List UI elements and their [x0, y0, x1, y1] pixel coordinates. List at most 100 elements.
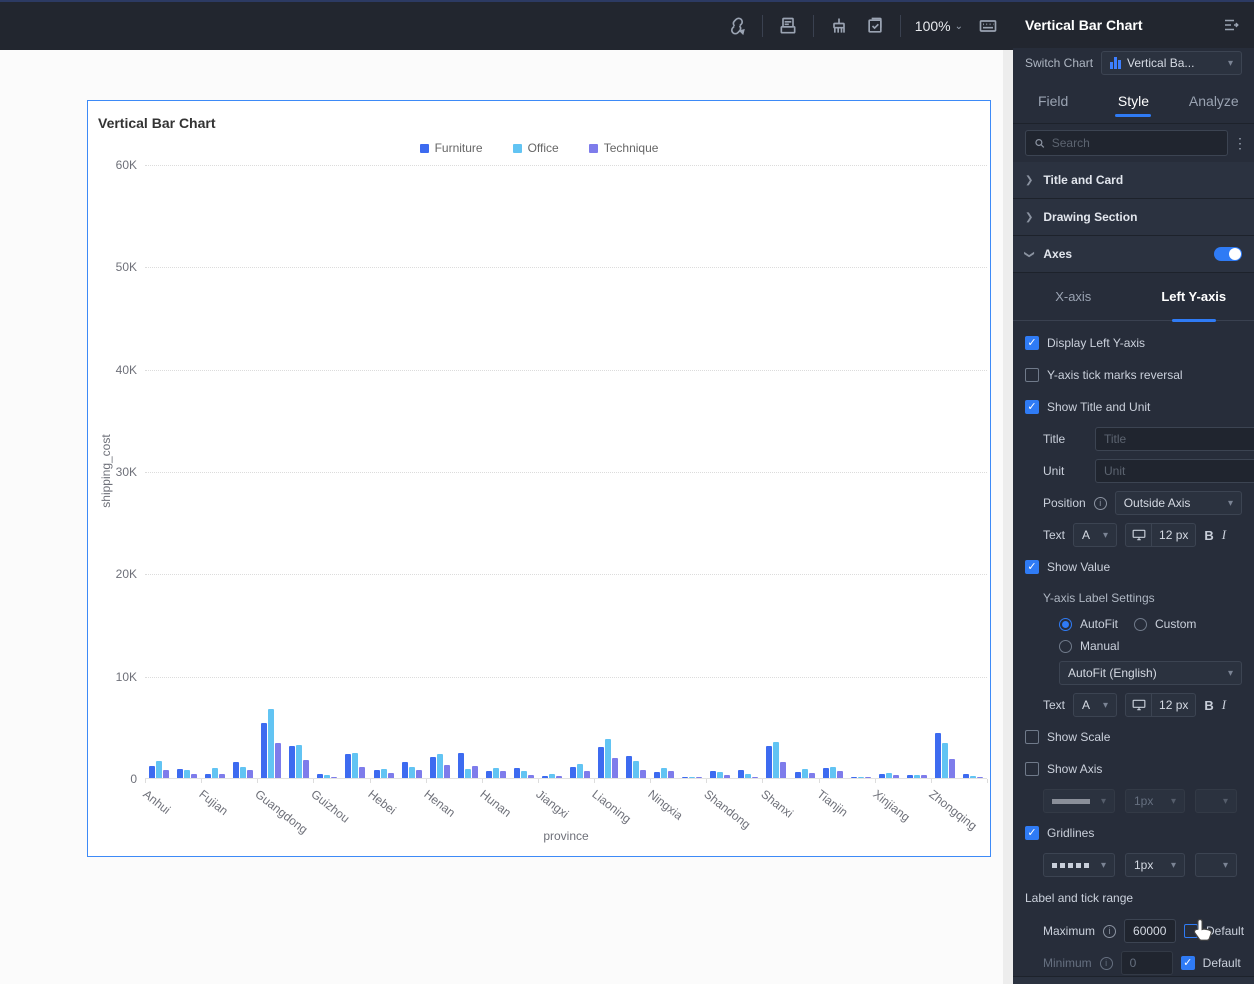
- bar-office[interactable]: [633, 761, 640, 778]
- font-color-dropdown[interactable]: A ▾: [1073, 523, 1118, 547]
- bar-technique[interactable]: [612, 757, 619, 778]
- bar-technique[interactable]: [948, 758, 955, 778]
- bar-technique[interactable]: [443, 765, 450, 778]
- bar-technique[interactable]: [471, 765, 478, 778]
- bar-technique[interactable]: [303, 759, 310, 778]
- bar-technique[interactable]: [415, 770, 422, 778]
- bar-furniture[interactable]: [822, 767, 829, 778]
- bold-button[interactable]: B: [1204, 697, 1214, 713]
- switch-chart-dropdown[interactable]: Vertical Ba... ▾: [1101, 51, 1242, 75]
- maximum-default-checkbox-unchecked[interactable]: [1184, 924, 1199, 938]
- bar-furniture[interactable]: [934, 732, 941, 778]
- bar-furniture[interactable]: [401, 761, 408, 778]
- font-size-control[interactable]: 12 px: [1125, 523, 1197, 547]
- bar-office[interactable]: [661, 767, 668, 778]
- bar-furniture[interactable]: [766, 746, 773, 778]
- minimum-default-checkbox-checked[interactable]: ✓: [1180, 956, 1195, 970]
- tab-x-axis[interactable]: X-axis: [1055, 289, 1092, 304]
- bar-technique[interactable]: [892, 774, 899, 778]
- bar-furniture[interactable]: [906, 775, 913, 778]
- manual-radio[interactable]: [1059, 639, 1072, 653]
- bar-technique[interactable]: [191, 774, 198, 778]
- bar-office[interactable]: [492, 767, 499, 778]
- link-icon[interactable]: [726, 15, 748, 37]
- bar-technique[interactable]: [864, 776, 871, 778]
- bar-furniture[interactable]: [457, 753, 464, 778]
- font-size-control[interactable]: 12 px: [1125, 693, 1197, 717]
- bar-furniture[interactable]: [654, 771, 661, 778]
- bar-technique[interactable]: [668, 770, 675, 778]
- gridline-color-dropdown[interactable]: ▾: [1195, 853, 1237, 877]
- bar-office[interactable]: [464, 769, 471, 778]
- gridline-style-dropdown[interactable]: ▾: [1043, 853, 1115, 877]
- bar-technique[interactable]: [163, 769, 169, 778]
- bar-office[interactable]: [689, 776, 696, 778]
- show-axis-checkbox-unchecked[interactable]: [1025, 762, 1039, 776]
- bar-office[interactable]: [717, 771, 724, 778]
- display-left-y-checkbox-checked[interactable]: ✓: [1025, 336, 1039, 350]
- bar-technique[interactable]: [387, 772, 394, 778]
- bar-furniture[interactable]: [850, 776, 857, 778]
- chart-card[interactable]: Vertical Bar Chart Furniture Office Techni…: [87, 100, 991, 857]
- bar-furniture[interactable]: [570, 767, 576, 778]
- bar-furniture[interactable]: [485, 771, 492, 778]
- gridline-width-dropdown[interactable]: 1px ▾: [1125, 853, 1185, 877]
- more-options-icon[interactable]: ⋮: [1233, 134, 1247, 151]
- italic-button[interactable]: I: [1221, 697, 1227, 712]
- bar-office[interactable]: [801, 768, 808, 778]
- bar-furniture[interactable]: [317, 774, 324, 778]
- minimum-input-disabled[interactable]: [1120, 951, 1173, 975]
- bar-office[interactable]: [352, 753, 359, 778]
- position-dropdown[interactable]: Outside Axis ▾: [1114, 491, 1242, 515]
- bar-furniture[interactable]: [149, 765, 155, 778]
- bar-office[interactable]: [548, 774, 555, 778]
- bar-furniture[interactable]: [626, 756, 633, 778]
- bar-office[interactable]: [857, 776, 864, 778]
- axis-line-color-dropdown-disabled[interactable]: ▾: [1195, 789, 1237, 813]
- bar-office[interactable]: [745, 774, 752, 778]
- bar-technique[interactable]: [920, 775, 927, 778]
- bar-furniture[interactable]: [373, 769, 380, 778]
- bar-office[interactable]: [156, 760, 162, 778]
- bar-office[interactable]: [829, 767, 836, 778]
- bar-furniture[interactable]: [205, 774, 212, 778]
- unit-input[interactable]: [1095, 459, 1254, 483]
- bar-office[interactable]: [773, 741, 780, 778]
- font-color-dropdown[interactable]: A ▾: [1073, 693, 1118, 717]
- bar-furniture[interactable]: [289, 746, 296, 778]
- bar-furniture[interactable]: [710, 770, 717, 778]
- bar-office[interactable]: [885, 772, 892, 778]
- gridlines-checkbox-checked[interactable]: ✓: [1025, 826, 1039, 840]
- bar-office[interactable]: [436, 754, 443, 778]
- bar-office[interactable]: [184, 770, 191, 778]
- bar-technique[interactable]: [836, 771, 843, 778]
- keyboard-icon[interactable]: [977, 15, 999, 37]
- bar-furniture[interactable]: [794, 771, 801, 778]
- tick-reversal-checkbox-unchecked[interactable]: [1025, 368, 1039, 382]
- legend-item[interactable]: Furniture: [419, 141, 483, 155]
- bar-office[interactable]: [941, 742, 948, 778]
- axis-line-style-dropdown-disabled[interactable]: ▾: [1043, 789, 1115, 813]
- bold-button[interactable]: B: [1204, 527, 1214, 543]
- axes-toggle-on[interactable]: [1214, 247, 1242, 261]
- bar-office[interactable]: [380, 768, 387, 778]
- bar-technique[interactable]: [752, 776, 759, 778]
- bar-furniture[interactable]: [177, 769, 184, 778]
- search-input[interactable]: [1051, 136, 1219, 150]
- legend-item[interactable]: Technique: [588, 141, 658, 155]
- autofit-radio-selected[interactable]: [1059, 617, 1072, 631]
- autofit-language-dropdown[interactable]: AutoFit (English) ▾: [1059, 661, 1242, 685]
- bar-office[interactable]: [296, 744, 303, 778]
- section-title-and-card[interactable]: ❯ Title and Card: [1013, 162, 1254, 199]
- bar-furniture[interactable]: [682, 776, 689, 778]
- axis-line-width-dropdown-disabled[interactable]: 1px ▾: [1125, 789, 1185, 813]
- bar-office[interactable]: [240, 766, 247, 778]
- bar-technique[interactable]: [499, 771, 506, 778]
- bar-technique[interactable]: [780, 761, 787, 778]
- bar-technique[interactable]: [275, 742, 282, 778]
- bar-technique[interactable]: [808, 773, 815, 778]
- bar-office[interactable]: [969, 776, 976, 778]
- show-scale-checkbox-unchecked[interactable]: [1025, 730, 1039, 744]
- custom-radio[interactable]: [1134, 617, 1148, 631]
- bar-furniture[interactable]: [598, 747, 605, 778]
